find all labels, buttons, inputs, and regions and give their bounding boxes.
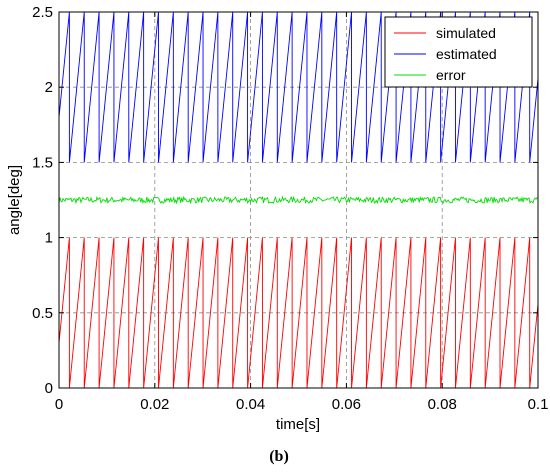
plot-frame — [58, 11, 539, 389]
series-error — [58, 195, 539, 205]
legend-label-error: error — [436, 67, 466, 83]
series-group — [58, 11, 539, 389]
legend: simulated estimated error — [384, 16, 533, 88]
legend-label-estimated: estimated — [436, 46, 497, 62]
x-tick-label: 0.06 — [332, 396, 361, 413]
grid — [59, 12, 538, 388]
y-tick-label: 1 — [45, 230, 53, 247]
figure-caption: (b) — [269, 448, 289, 465]
y-tick-label: 0.5 — [32, 305, 53, 322]
x-axis-label: time[s] — [276, 416, 320, 433]
y-tick-label: 2 — [45, 79, 53, 96]
ticks — [58, 11, 539, 389]
x-tick-label: 0.08 — [428, 396, 457, 413]
series-simulated — [58, 237, 539, 389]
tick-labels: 0 0.02 0.04 0.06 0.08 0.1 0 0.5 1 1.5 2 2.5 — [32, 4, 548, 413]
x-tick-label: 0.1 — [528, 396, 549, 413]
series-estimated — [58, 11, 539, 163]
x-tick-label: 0.02 — [140, 396, 169, 413]
y-axis-label: angle[deg] — [6, 165, 23, 235]
y-tick-label: 2.5 — [32, 4, 53, 21]
y-tick-label: 1.5 — [32, 154, 53, 171]
x-tick-label: 0 — [55, 396, 63, 413]
legend-label-simulated: simulated — [436, 25, 496, 41]
x-tick-label: 0.04 — [236, 396, 265, 413]
y-tick-label: 0 — [45, 380, 53, 397]
